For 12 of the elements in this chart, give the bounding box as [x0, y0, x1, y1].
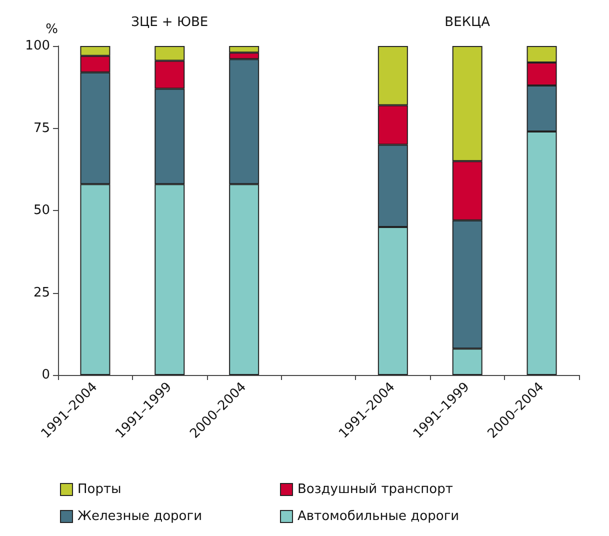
- y-tick-label: 75: [33, 120, 50, 136]
- y-tick-label: 0: [42, 368, 50, 382]
- legend-label: Автомобильные дороги: [298, 509, 460, 524]
- y-tick-label: 100: [25, 38, 50, 54]
- legend-label: Воздушный транспорт: [298, 482, 454, 497]
- legend-label: Железные дороги: [78, 509, 202, 524]
- y-tick-label: 50: [33, 203, 50, 218]
- legend-label: Порты: [78, 482, 122, 497]
- text: ВЕКЦА: [444, 15, 490, 30]
- text: ЗЦЕ + ЮВЕ: [131, 15, 208, 30]
- y-tick-label: 25: [33, 285, 50, 300]
- y-axis-title: %: [46, 22, 58, 37]
